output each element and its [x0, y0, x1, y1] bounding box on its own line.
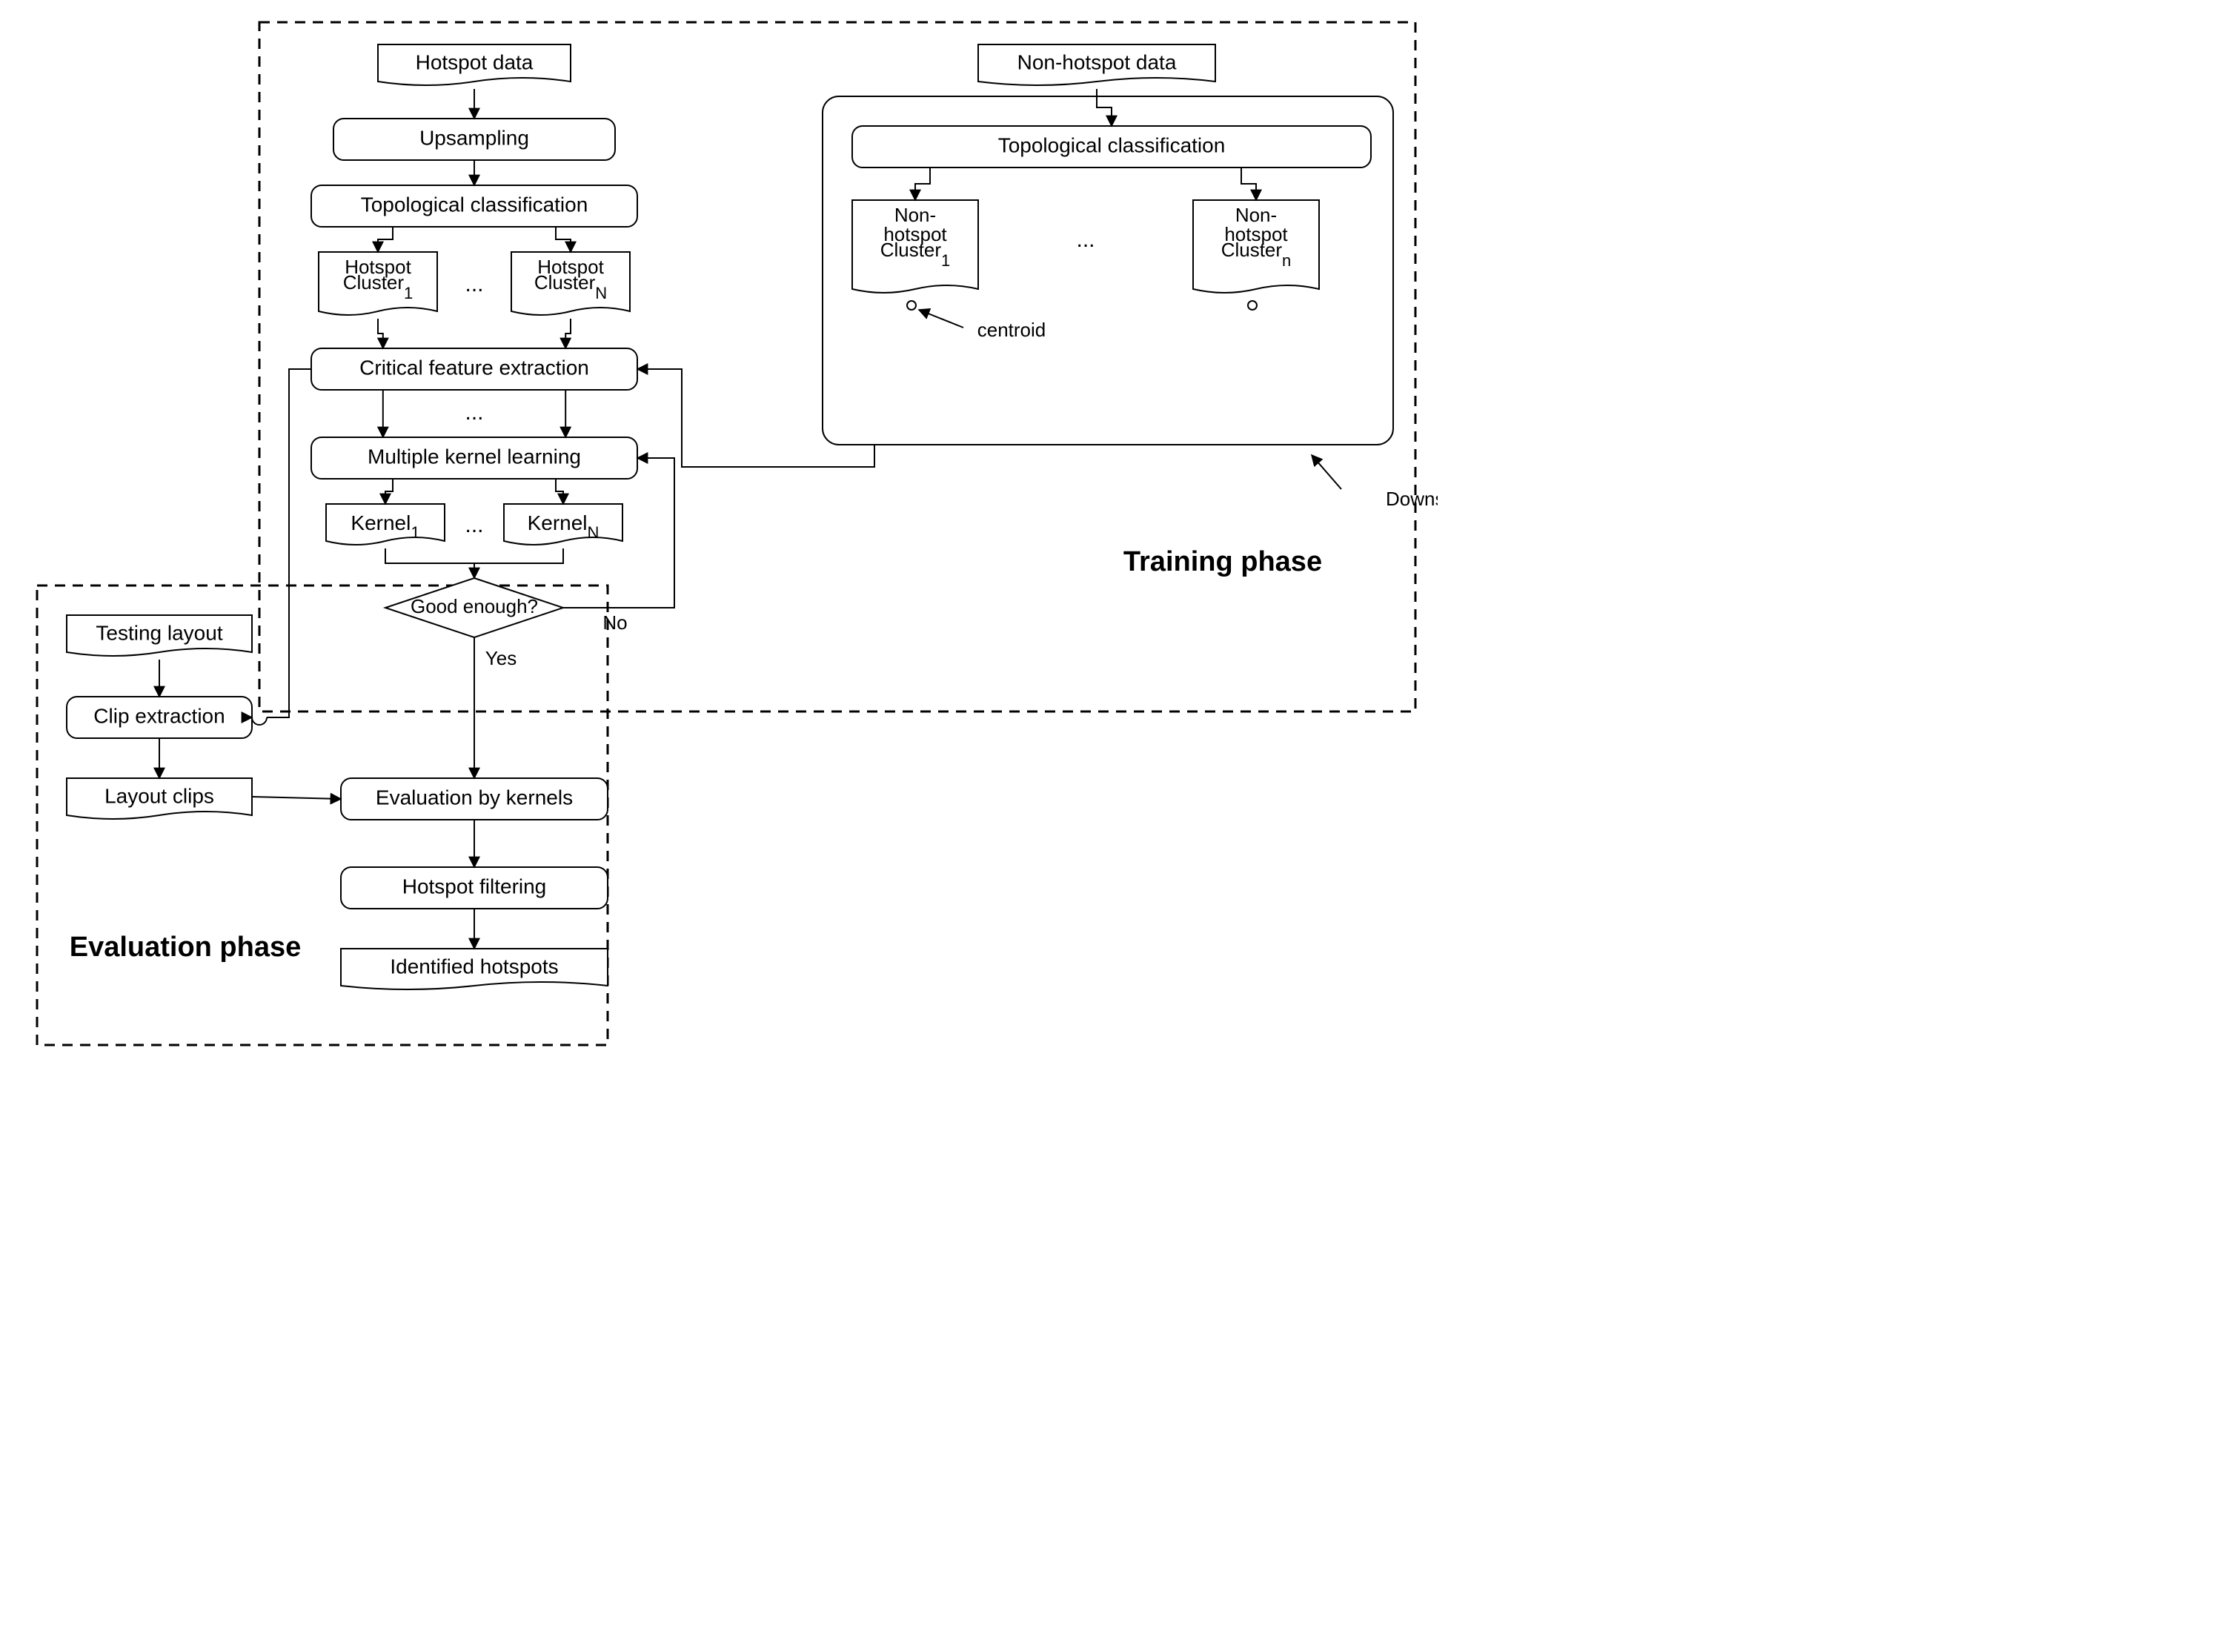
svg-text:...: ...	[1076, 228, 1095, 252]
node-kernel1: Kernel1	[326, 504, 445, 545]
node-testing_layout: Testing layout	[67, 615, 252, 656]
svg-text:Testing layout: Testing layout	[96, 621, 222, 644]
svg-text:Identified hotspots: Identified hotspots	[390, 955, 558, 978]
node-critfeat: Critical feature extraction	[311, 348, 637, 390]
node-kernelN: KernelN	[504, 504, 622, 545]
svg-text:Downsampling: Downsampling	[1386, 488, 1438, 510]
svg-text:Training phase: Training phase	[1123, 546, 1322, 577]
svg-text:Hotspot data: Hotspot data	[416, 50, 534, 73]
svg-text:Good enough?: Good enough?	[411, 595, 538, 617]
svg-text:...: ...	[465, 400, 483, 425]
svg-text:Critical feature extraction: Critical feature extraction	[359, 356, 589, 379]
node-layout_clips: Layout clips	[67, 778, 252, 819]
svg-text:Clip extraction: Clip extraction	[93, 704, 225, 727]
svg-text:Multiple kernel learning: Multiple kernel learning	[368, 445, 581, 468]
svg-text:centroid: centroid	[977, 319, 1046, 341]
node-topo1: Topological classification	[311, 185, 637, 227]
svg-text:Non-hotspot data: Non-hotspot data	[1017, 50, 1177, 73]
node-eval_kernels: Evaluation by kernels	[341, 778, 608, 820]
node-identified: Identified hotspots	[341, 949, 608, 989]
svg-text:Hotspot filtering: Hotspot filtering	[402, 875, 547, 898]
node-clip_ext: Clip extraction	[67, 697, 252, 738]
svg-text:Evaluation phase: Evaluation phase	[70, 932, 302, 963]
node-hclusterN: HotspotClusterN	[511, 252, 630, 315]
node-upsampling: Upsampling	[333, 119, 615, 160]
svg-text:...: ...	[465, 513, 483, 537]
svg-text:Upsampling: Upsampling	[419, 126, 529, 149]
svg-text:Topological classification: Topological classification	[998, 133, 1226, 156]
svg-text:...: ...	[465, 272, 483, 296]
node-nhcluster1: Non-hotspotCluster1	[852, 200, 978, 293]
node-hotspot_data: Hotspot data	[378, 44, 571, 85]
node-nonhot_data: Non-hotspot data	[978, 44, 1215, 85]
node-decision: Good enough?	[385, 578, 563, 637]
svg-text:Layout clips: Layout clips	[104, 784, 214, 807]
svg-text:No: No	[602, 611, 627, 634]
node-mkl: Multiple kernel learning	[311, 437, 637, 479]
node-hotspot_filt: Hotspot filtering	[341, 867, 608, 909]
node-nhclusterN: Non-hotspotClustern	[1193, 200, 1319, 293]
svg-text:Evaluation by kernels: Evaluation by kernels	[376, 786, 573, 809]
svg-text:Yes: Yes	[485, 647, 517, 669]
svg-text:Topological classification: Topological classification	[361, 193, 588, 216]
node-topo2: Topological classification	[852, 126, 1371, 167]
node-hcluster1: HotspotCluster1	[319, 252, 437, 315]
